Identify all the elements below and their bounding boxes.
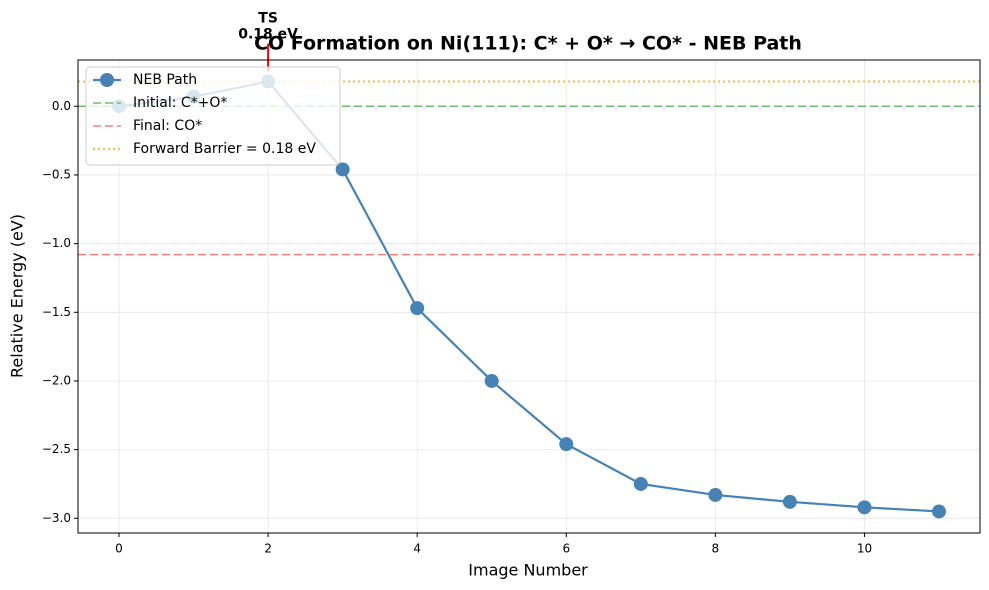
- x-axis-label: Image Number: [468, 561, 588, 580]
- legend-label: Final: CO*: [133, 118, 202, 134]
- x-tick-label: 0: [115, 542, 123, 556]
- annotation-text: TS: [258, 11, 278, 27]
- data-point: [932, 504, 946, 519]
- y-tick-label: −3.0: [42, 511, 71, 525]
- y-tick-label: −0.5: [42, 167, 71, 181]
- data-point: [633, 476, 648, 491]
- chart-title: CO Formation on Ni(111): C* + O* → CO* -…: [254, 33, 802, 55]
- legend-box: [85, 66, 341, 166]
- plot-frame: [77, 59, 981, 534]
- data-point: [857, 500, 872, 515]
- x-tick-label: 10: [857, 542, 872, 556]
- data-point: [708, 487, 723, 502]
- annotation-text: 0.18 eV: [238, 27, 298, 43]
- data-point: [782, 494, 797, 509]
- data-point: [410, 301, 425, 316]
- y-tick-label: 0.0: [52, 99, 71, 113]
- y-tick-label: −2.5: [42, 442, 71, 456]
- legend-label: Initial: C*+O*: [133, 95, 227, 111]
- y-tick-label: −1.5: [42, 305, 71, 319]
- data-point: [484, 373, 499, 388]
- y-tick-label: −1.0: [42, 236, 71, 250]
- legend-label: Forward Barrier = 0.18 eV: [133, 141, 316, 157]
- x-tick-label: 2: [264, 542, 272, 556]
- x-tick-label: 6: [562, 542, 570, 556]
- x-tick-label: 8: [712, 542, 720, 556]
- data-point: [335, 162, 350, 177]
- y-tick-label: −2.0: [42, 373, 71, 387]
- data-point: [559, 437, 574, 452]
- legend-label: NEB Path: [133, 72, 197, 88]
- y-axis-label: Relative Energy (eV): [8, 214, 27, 378]
- x-tick-label: 4: [413, 542, 421, 556]
- legend-marker: [100, 73, 114, 87]
